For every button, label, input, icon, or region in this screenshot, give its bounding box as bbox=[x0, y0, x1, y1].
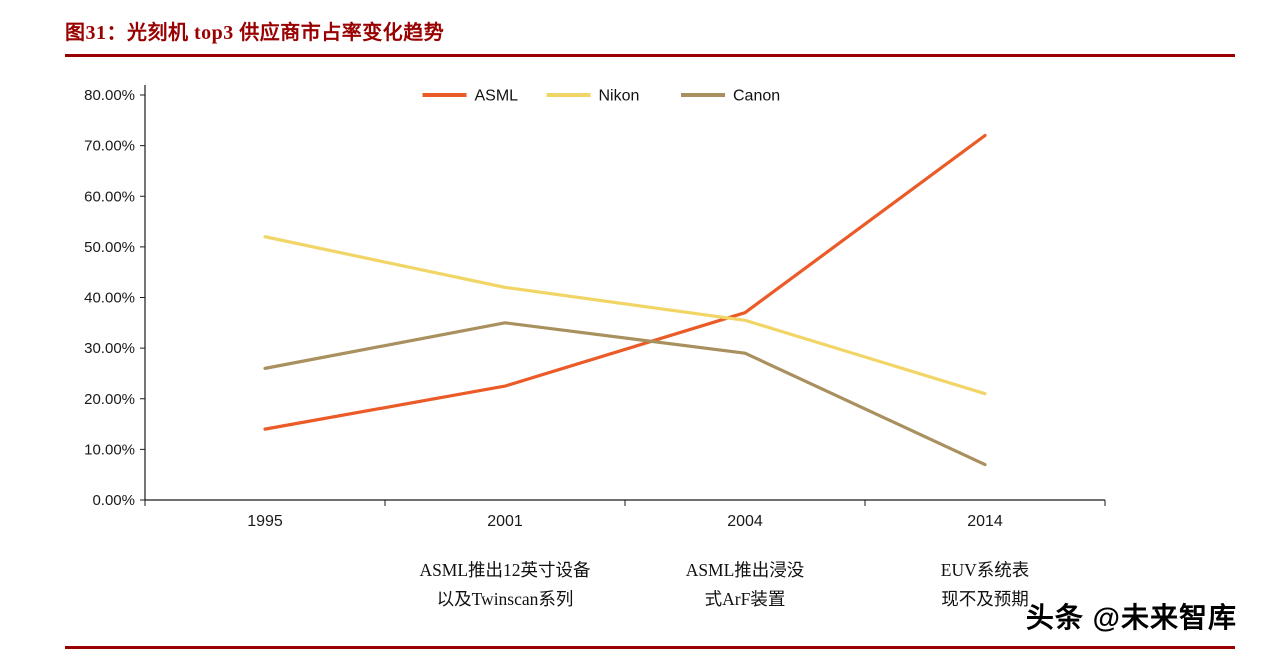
annotation-line: ASML推出12英寸设备 bbox=[419, 560, 591, 580]
legend-label-nikon: Nikon bbox=[599, 88, 640, 105]
bottom-divider bbox=[65, 646, 1235, 649]
y-tick-label: 10.00% bbox=[84, 441, 135, 458]
annotation-line: 现不及预期 bbox=[941, 589, 1029, 609]
annotation-line: EUV系统表 bbox=[941, 560, 1029, 580]
annotation-line: 式ArF装置 bbox=[705, 589, 786, 609]
legend-label-asml: ASML bbox=[475, 88, 519, 105]
title-divider bbox=[65, 54, 1235, 57]
series-line-canon bbox=[263, 321, 987, 467]
series-line-asml bbox=[263, 133, 987, 431]
figure-title: 图31：光刻机 top3 供应商市占率变化趋势 bbox=[65, 22, 445, 44]
x-axis-label: 2001 bbox=[487, 513, 523, 530]
annotation-line: ASML推出浸没 bbox=[686, 560, 805, 580]
y-tick-label: 30.00% bbox=[84, 340, 135, 357]
x-axis-label: 2014 bbox=[967, 513, 1003, 530]
y-tick-label: 40.00% bbox=[84, 290, 135, 307]
y-tick-label: 50.00% bbox=[84, 239, 135, 256]
chart-canvas: 0.00% 10.00% 20.00% 30.00% 40.00% 50.00% 60.00… bbox=[84, 85, 1106, 609]
y-tick-label: 70.00% bbox=[84, 138, 135, 155]
x-axis-label: 2004 bbox=[727, 513, 763, 530]
legend-label-canon: Canon bbox=[733, 88, 780, 105]
annotation-line: 以及Twinscan系列 bbox=[437, 589, 574, 609]
y-tick-label: 60.00% bbox=[84, 188, 135, 205]
y-tick-label: 80.00% bbox=[84, 87, 135, 104]
y-tick-label: 20.00% bbox=[84, 391, 135, 408]
y-tick-label: 0.00% bbox=[92, 492, 135, 509]
x-axis-label: 1995 bbox=[247, 513, 283, 530]
watermark: 头条 @未来智库 bbox=[1025, 602, 1237, 633]
market-share-line-chart: 0.00% 10.00% 20.00% 30.00% 40.00% 50.00% 60.00… bbox=[0, 70, 1282, 630]
series-line-nikon bbox=[263, 235, 987, 396]
